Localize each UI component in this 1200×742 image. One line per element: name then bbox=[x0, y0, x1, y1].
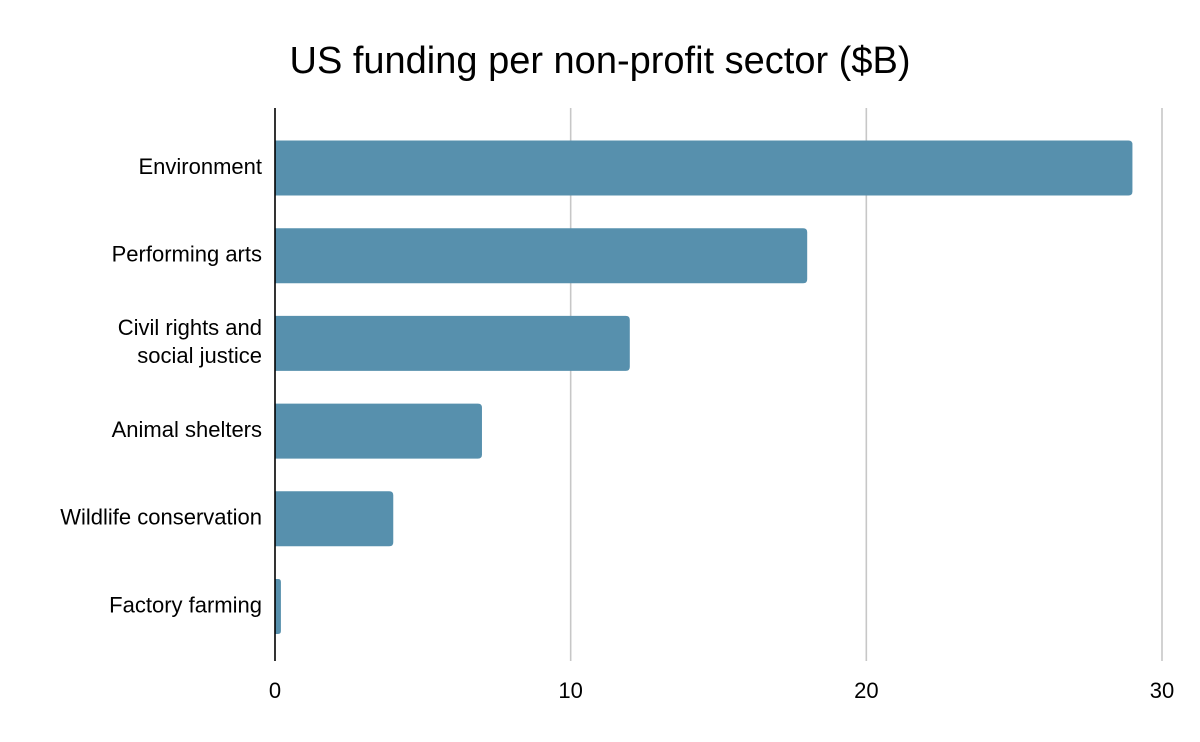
chart-title: US funding per non-profit sector ($B) bbox=[289, 40, 911, 82]
category-label: social justice bbox=[137, 343, 262, 368]
x-tick-label: 0 bbox=[269, 678, 281, 703]
bar bbox=[275, 228, 808, 284]
category-label: Animal shelters bbox=[112, 417, 262, 442]
bar bbox=[275, 140, 1133, 196]
category-label: Wildlife conservation bbox=[60, 505, 262, 530]
category-label: Performing arts bbox=[112, 242, 262, 267]
bar bbox=[275, 579, 281, 634]
x-tick-label: 30 bbox=[1150, 678, 1174, 703]
x-tick-label: 10 bbox=[558, 678, 582, 703]
category-label: Environment bbox=[138, 154, 262, 179]
category-label: Civil rights and bbox=[118, 315, 262, 340]
bar bbox=[275, 403, 482, 459]
x-tick-label: 20 bbox=[854, 678, 878, 703]
bar bbox=[275, 491, 394, 547]
category-label: Factory farming bbox=[109, 592, 262, 617]
bar bbox=[275, 315, 630, 371]
